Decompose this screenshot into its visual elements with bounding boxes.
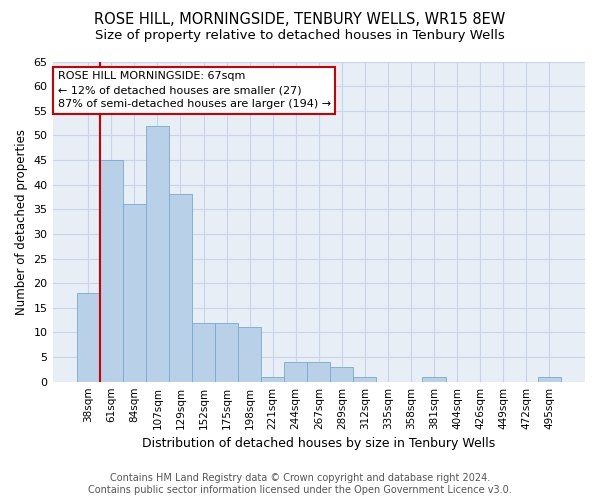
Bar [146, 126, 169, 382]
Bar [169, 194, 192, 382]
Bar [215, 322, 238, 382]
Bar [77, 293, 100, 382]
X-axis label: Distribution of detached houses by size in Tenbury Wells: Distribution of detached houses by size … [142, 437, 496, 450]
Bar [238, 328, 261, 382]
Bar [100, 160, 123, 382]
Y-axis label: Number of detached properties: Number of detached properties [15, 128, 28, 314]
Bar [330, 367, 353, 382]
Text: ROSE HILL MORNINGSIDE: 67sqm
← 12% of detached houses are smaller (27)
87% of se: ROSE HILL MORNINGSIDE: 67sqm ← 12% of de… [58, 71, 331, 109]
Bar [261, 377, 284, 382]
Text: Contains HM Land Registry data © Crown copyright and database right 2024.
Contai: Contains HM Land Registry data © Crown c… [88, 474, 512, 495]
Bar [538, 377, 561, 382]
Text: ROSE HILL, MORNINGSIDE, TENBURY WELLS, WR15 8EW: ROSE HILL, MORNINGSIDE, TENBURY WELLS, W… [94, 12, 506, 28]
Bar [192, 322, 215, 382]
Bar [123, 204, 146, 382]
Text: Size of property relative to detached houses in Tenbury Wells: Size of property relative to detached ho… [95, 29, 505, 42]
Bar [422, 377, 446, 382]
Bar [284, 362, 307, 382]
Bar [353, 377, 376, 382]
Bar [307, 362, 330, 382]
